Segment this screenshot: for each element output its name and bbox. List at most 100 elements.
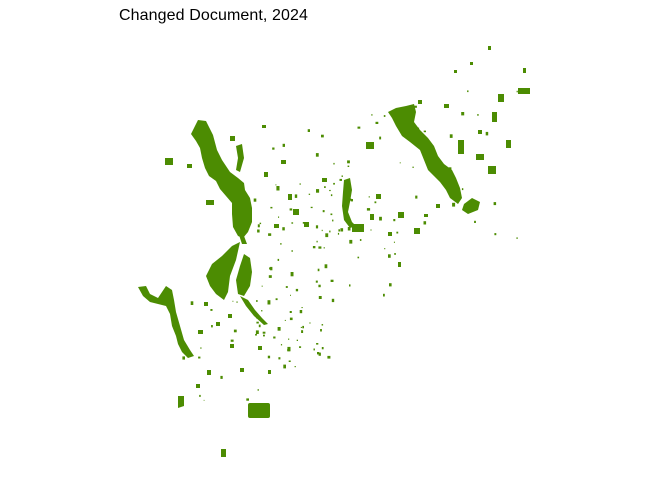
green-space-layer [138,46,530,457]
park-far-south [221,449,226,457]
small-park-dot [259,222,262,225]
small-park-dot [383,293,385,297]
small-park-dot [435,156,437,158]
small-park-dot [232,300,234,302]
small-park-dot [288,338,290,340]
small-park-dot [318,296,322,299]
northeast-strip [342,178,356,228]
park-ne-dot-d [454,70,457,73]
small-park-dot [461,112,465,116]
park-central-a [352,224,364,232]
small-park-dot [289,311,292,313]
park-sw-e [196,384,200,388]
small-park-dot [278,216,280,218]
small-park-dot [477,114,479,116]
small-park-dot [318,352,321,356]
river-branch-east [236,144,244,172]
small-park-dot [379,136,382,140]
small-park-dot [348,198,352,201]
small-park-dot [435,170,438,173]
park-mid-i [370,214,374,220]
small-park-dot [299,310,303,314]
small-park-dot [366,208,371,211]
small-park-dot [350,199,353,202]
small-park-dot [493,202,497,206]
small-park-dot [270,266,273,271]
park-sw-f [258,346,262,350]
small-park-dot [332,219,334,222]
small-park-dot [412,166,414,168]
small-park-dot [371,114,373,116]
small-park-dot [347,160,350,164]
small-park-dot [394,253,396,255]
small-park-dot [315,225,319,229]
park-east-j [436,204,440,208]
river-channel-south [240,296,268,325]
small-park-dot [299,183,301,185]
small-park-dot [285,286,288,288]
small-park-dot [330,279,334,282]
small-park-dot [255,334,257,336]
park-sw-d [230,344,234,348]
small-park-dot [302,222,304,224]
small-park-dot [321,229,323,232]
small-park-dot [423,130,426,133]
park-central-c [366,142,374,149]
small-park-dot [417,127,420,129]
park-east-f [476,154,484,160]
small-park-dot [349,239,353,244]
small-park-dot [246,398,249,401]
park-ne-dot-b [523,68,526,73]
map-title: Changed Document, 2024 [119,7,308,24]
small-park-dot [256,321,259,324]
small-park-dot [199,394,201,397]
park-east-k [424,214,428,217]
small-park-dot [317,268,320,272]
small-park-dot [331,298,335,303]
small-park-dot [282,227,285,231]
park-sw-a [198,330,203,334]
small-park-dot [348,189,351,192]
small-park-dot [259,318,262,321]
small-park-dot [220,375,223,379]
small-park-dot [340,228,344,232]
small-park-dot [329,230,331,233]
small-park-dot [461,188,464,191]
small-park-dot [277,258,280,261]
northeast-corridor [388,104,462,204]
park-sw-c [216,322,220,326]
small-park-dot [315,153,319,157]
park-south-large [248,403,270,418]
small-park-dot [318,246,322,249]
small-park-dot [323,247,325,249]
small-park-dot [388,254,391,258]
small-park-dot [324,186,326,188]
small-park-dot [290,294,291,296]
small-park-dot [393,219,396,222]
small-park-dot [211,325,213,328]
small-park-dot [357,126,361,129]
small-park-dot [300,326,302,328]
small-park-dot [357,256,360,259]
small-park-dot [261,285,263,287]
small-park-dot [272,147,275,150]
park-mid-c [206,200,214,205]
small-park-dot [396,231,399,234]
small-park-dot [359,239,362,241]
small-park-dot [296,339,298,341]
small-park-dot [337,232,340,235]
small-park-dot [322,210,325,213]
small-park-dot [256,317,258,319]
small-park-dot [321,347,324,350]
small-park-dot [341,175,343,177]
park-east-m [398,262,401,267]
small-park-dot [316,343,319,345]
small-park-dot [448,167,452,170]
small-park-dot [368,196,370,198]
small-park-dot [321,324,324,326]
small-park-dot [339,178,342,181]
small-park-dot [349,284,351,287]
park-mid-e [304,222,309,227]
river-corridor-northwest [191,120,252,238]
